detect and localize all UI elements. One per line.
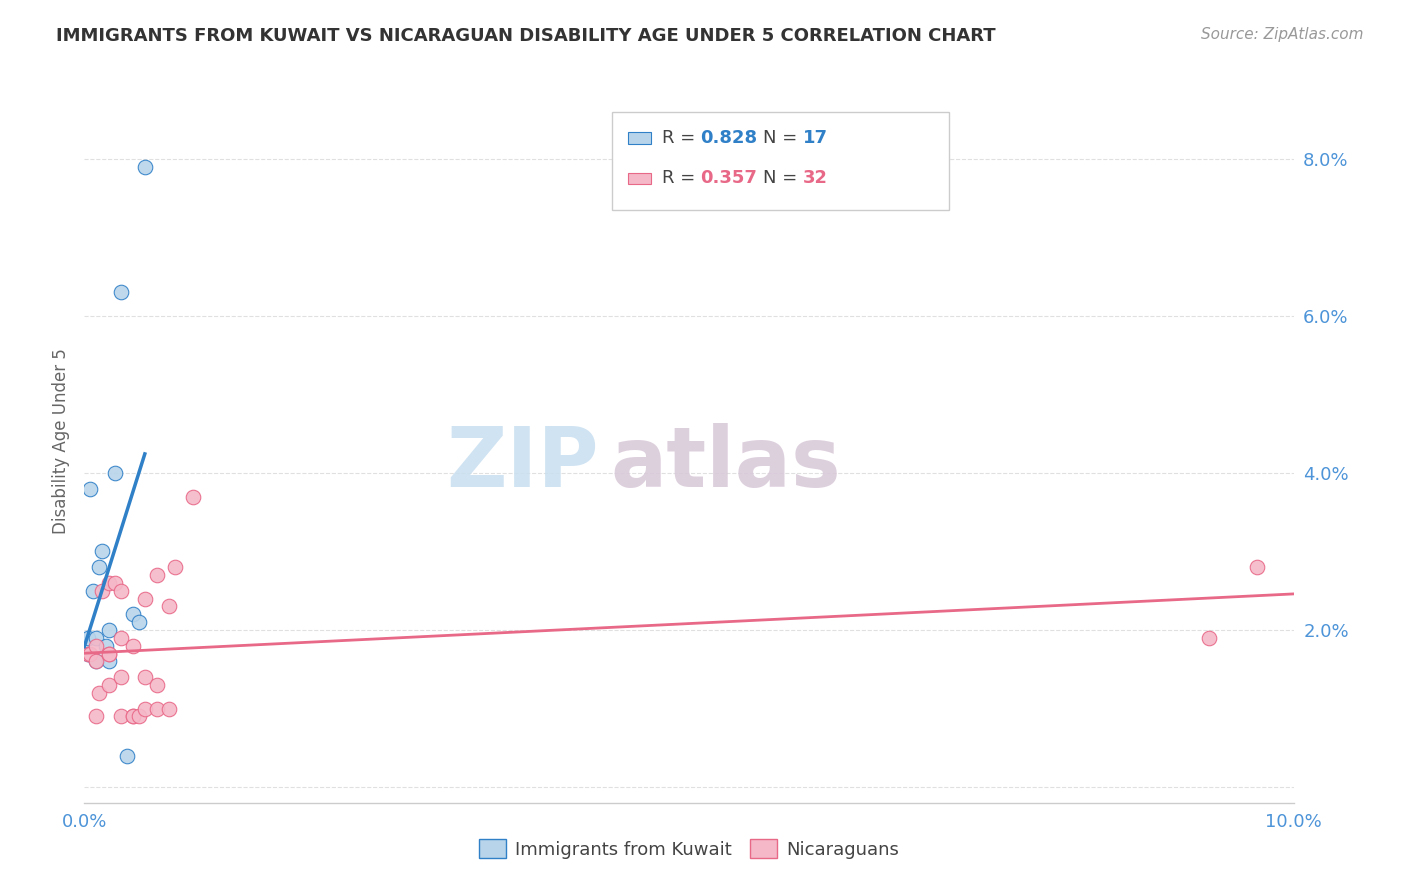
Text: 17: 17 xyxy=(803,129,828,147)
Point xyxy=(157,599,180,614)
Point xyxy=(1198,631,1220,645)
Point xyxy=(134,670,156,684)
Point xyxy=(134,160,156,174)
Point xyxy=(121,639,143,653)
Point xyxy=(97,655,120,669)
Text: N =: N = xyxy=(763,169,803,187)
Point xyxy=(134,591,156,606)
Text: ZIP: ZIP xyxy=(446,423,599,504)
Point xyxy=(86,631,108,645)
Y-axis label: Disability Age Under 5: Disability Age Under 5 xyxy=(52,349,70,534)
Text: atlas: atlas xyxy=(610,423,841,504)
Text: 0.357: 0.357 xyxy=(700,169,756,187)
Point xyxy=(146,701,169,715)
Point xyxy=(91,583,114,598)
Point xyxy=(110,631,132,645)
Text: R =: R = xyxy=(662,129,702,147)
Point xyxy=(86,639,108,653)
Point xyxy=(79,647,101,661)
Point xyxy=(77,631,100,645)
Point xyxy=(86,655,108,669)
Text: Source: ZipAtlas.com: Source: ZipAtlas.com xyxy=(1201,27,1364,42)
Point xyxy=(77,647,100,661)
Point xyxy=(110,709,132,723)
Point xyxy=(97,623,120,637)
Point xyxy=(97,647,120,661)
Point xyxy=(121,607,143,622)
Point xyxy=(157,701,180,715)
Point xyxy=(181,490,204,504)
Point xyxy=(146,568,169,582)
Point xyxy=(121,709,143,723)
Point xyxy=(121,709,143,723)
Point xyxy=(115,748,138,763)
Text: R =: R = xyxy=(662,169,702,187)
Point xyxy=(128,709,150,723)
Point xyxy=(79,482,101,496)
Text: 32: 32 xyxy=(803,169,828,187)
Point xyxy=(104,575,127,590)
Point xyxy=(77,647,100,661)
Point xyxy=(97,647,120,661)
Point xyxy=(97,678,120,692)
Point xyxy=(134,701,156,715)
Text: IMMIGRANTS FROM KUWAIT VS NICARAGUAN DISABILITY AGE UNDER 5 CORRELATION CHART: IMMIGRANTS FROM KUWAIT VS NICARAGUAN DIS… xyxy=(56,27,995,45)
Point xyxy=(86,655,108,669)
Text: 0.828: 0.828 xyxy=(700,129,758,147)
Point xyxy=(82,583,104,598)
Point xyxy=(146,678,169,692)
Point xyxy=(91,544,114,558)
Point xyxy=(110,285,132,300)
Point xyxy=(110,583,132,598)
Point xyxy=(86,709,108,723)
Point xyxy=(87,686,110,700)
Point xyxy=(87,560,110,574)
Point xyxy=(1246,560,1268,574)
Point xyxy=(104,466,127,480)
Point xyxy=(128,615,150,630)
Point xyxy=(165,560,187,574)
Point xyxy=(110,670,132,684)
Legend: Immigrants from Kuwait, Nicaraguans: Immigrants from Kuwait, Nicaraguans xyxy=(472,832,905,866)
Text: N =: N = xyxy=(763,129,803,147)
Point xyxy=(97,575,120,590)
Point xyxy=(94,639,117,653)
